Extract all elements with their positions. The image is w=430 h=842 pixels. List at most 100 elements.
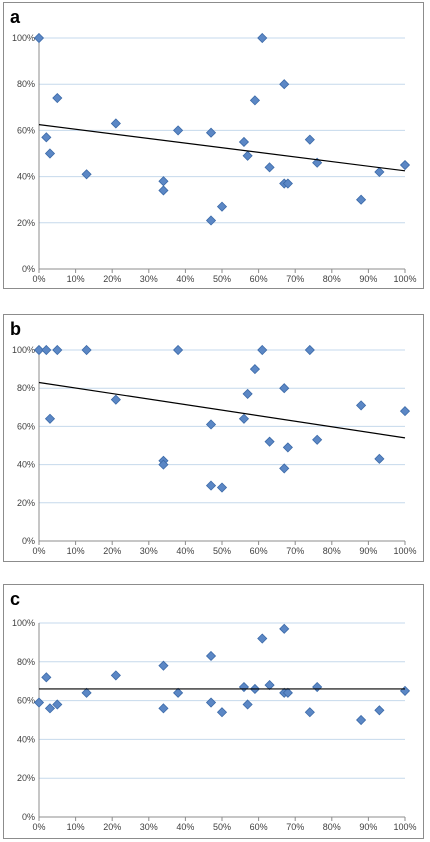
data-point [242, 699, 253, 710]
x-tick-label: 0% [32, 274, 45, 284]
data-point [238, 413, 250, 424]
data-point [44, 148, 56, 159]
data-point [33, 344, 45, 356]
data-point [81, 344, 92, 356]
y-tick-label: 80% [17, 383, 35, 393]
x-tick-label: 40% [176, 546, 194, 556]
data-point [110, 670, 121, 681]
data-point [279, 463, 290, 474]
chart-svg-a: a 0% 20% 40% 60% 80% 100% 0% 10% 20% 30% 40% 50% 60% 7… [10, 7, 417, 284]
x-tick-label: 50% [213, 274, 231, 284]
data-point [158, 660, 169, 671]
data-point [356, 400, 367, 411]
data-point [242, 150, 253, 161]
y-tick-label: 100% [12, 618, 35, 628]
data-point [279, 79, 290, 90]
chart-svg-c: c 0% 20% 40% 60% 80% 100% 0% 10% 20% 30% 40% 50% 60% 7… [10, 589, 417, 832]
x-tick-label: 60% [250, 822, 268, 832]
data-point [52, 92, 63, 104]
data-point [52, 344, 63, 356]
x-tick-label: 20% [103, 822, 121, 832]
data-point [399, 685, 411, 696]
data-point [44, 413, 56, 424]
chart-panel-a: a 0% 20% 40% 60% 80% 100% 0% 10% 20% 30% 40% 50% 60% 7… [3, 2, 424, 289]
y-tick-label: 40% [17, 172, 35, 182]
x-tick-label: 100% [393, 546, 416, 556]
y-tick-label: 20% [17, 498, 35, 508]
y-tick-label: 20% [17, 773, 35, 783]
y-tick-label: 100% [12, 345, 35, 355]
data-point [282, 178, 293, 189]
x-tick-label: 20% [103, 546, 121, 556]
data-point [173, 344, 184, 356]
data-point [282, 687, 293, 698]
data-point [52, 699, 63, 710]
data-point [41, 132, 52, 143]
y-tick-label: 0% [22, 812, 35, 822]
x-tick-label: 90% [359, 274, 377, 284]
x-tick-label: 0% [32, 822, 45, 832]
chart-panel-b: b 0% 20% 40% 60% 80% 100% 0% 10% 20% 30% 40% 50% 60% 7… [3, 314, 424, 562]
panel-label: b [10, 319, 21, 339]
y-tick-label: 20% [17, 218, 35, 228]
data-point [173, 687, 184, 698]
trendline [38, 381, 406, 439]
data-point [249, 364, 261, 375]
data-point [110, 394, 121, 405]
data-point [173, 125, 184, 136]
data-point [374, 705, 385, 716]
x-tick-label: 80% [323, 546, 341, 556]
chart-panel-c: c 0% 20% 40% 60% 80% 100% 0% 10% 20% 30% 40% 50% 60% 7… [3, 584, 424, 839]
chart-svg-b: b 0% 20% 40% 60% 80% 100% 0% 10% 20% 30% 40% 50% 60% 7… [10, 319, 417, 556]
data-point [257, 344, 268, 356]
x-tick-label: 60% [250, 274, 268, 284]
data-point [249, 95, 261, 106]
data-point [356, 194, 367, 205]
data-point [264, 680, 275, 691]
data-point [205, 650, 217, 662]
data-point [279, 383, 290, 394]
data-point [44, 703, 56, 714]
data-point [242, 388, 253, 399]
x-tick-label: 70% [286, 546, 304, 556]
data-point [264, 162, 275, 173]
x-tick-label: 60% [250, 546, 268, 556]
y-tick-label: 40% [17, 460, 35, 470]
x-tick-label: 20% [103, 274, 121, 284]
data-point [399, 406, 411, 417]
data-point [158, 459, 169, 470]
data-point [205, 127, 217, 138]
data-point [282, 442, 293, 453]
x-tick-label: 40% [176, 274, 194, 284]
x-tick-label: 30% [140, 546, 158, 556]
y-tick-label: 0% [22, 264, 35, 274]
data-point [216, 707, 228, 718]
y-tick-label: 100% [12, 33, 35, 43]
data-point [257, 633, 268, 644]
data-point [33, 32, 45, 44]
data-point [312, 434, 323, 445]
y-tick-label: 60% [17, 421, 35, 431]
data-point [205, 215, 217, 226]
y-tick-label: 80% [17, 79, 35, 89]
data-point [304, 707, 315, 718]
data-point [81, 687, 92, 698]
data-point [312, 681, 323, 693]
y-tick-label: 60% [17, 696, 35, 706]
data-point [264, 436, 275, 447]
data-point [41, 672, 52, 683]
data-point [205, 480, 217, 491]
panel-label: c [10, 589, 20, 609]
trendline [38, 124, 406, 172]
x-tick-label: 10% [67, 822, 85, 832]
x-tick-label: 50% [213, 822, 231, 832]
data-point [110, 118, 121, 129]
y-tick-label: 40% [17, 734, 35, 744]
data-point [356, 714, 367, 726]
x-tick-label: 0% [32, 546, 45, 556]
data-point [205, 419, 217, 430]
x-tick-label: 40% [176, 822, 194, 832]
x-tick-label: 10% [67, 546, 85, 556]
data-point [41, 344, 52, 356]
x-tick-label: 50% [213, 546, 231, 556]
